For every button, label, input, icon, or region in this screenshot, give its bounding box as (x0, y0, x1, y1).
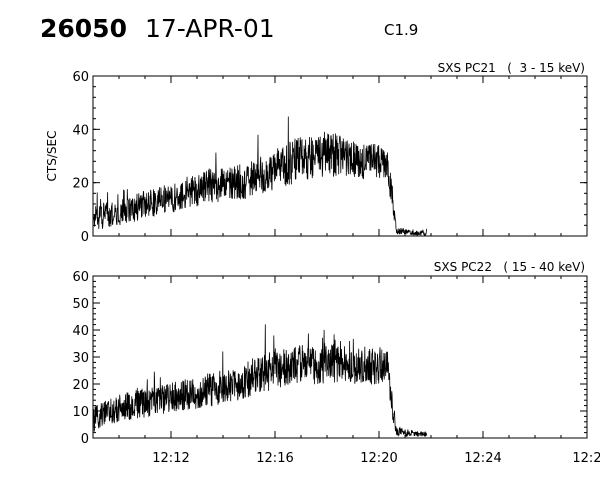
y-tick-label: 0 (81, 432, 89, 447)
panel-1: SXS PC21 ( 3 - 15 keV) CTS/SEC 0 20 40 60 (45, 61, 588, 245)
y-tick-label: 60 (72, 70, 89, 85)
flare-id: 26050 (40, 14, 127, 43)
y-tick-label: 20 (72, 378, 89, 393)
observation-date: 17-APR-01 (145, 14, 275, 43)
x-tick-label: 12:12 (152, 451, 189, 466)
y-tick-label: 0 (81, 230, 89, 245)
y-tick-label: 20 (72, 177, 89, 192)
y-tick-label: 50 (72, 297, 89, 312)
series-line (92, 116, 428, 237)
panel-title: SXS PC22 ( 15 - 40 keV) (434, 260, 585, 274)
panel-title: SXS PC21 ( 3 - 15 keV) (438, 61, 585, 75)
axes-frame (92, 75, 588, 237)
goes-class: C1.9 (384, 21, 419, 39)
series-line (92, 324, 428, 438)
x-tick-label: 12:2 (572, 451, 600, 466)
y-tick-label: 30 (72, 351, 89, 366)
y-tick-label: 10 (72, 405, 89, 420)
x-tick-label: 12:20 (360, 451, 397, 466)
x-tick-label: 12:16 (256, 451, 293, 466)
x-tick-label: 12:24 (464, 451, 501, 466)
y-tick-label: 40 (72, 324, 89, 339)
y-tick-label: 60 (72, 270, 89, 285)
y-axis-label: CTS/SEC (45, 131, 59, 182)
panel-2: SXS PC22 ( 15 - 40 keV) 0 10 20 30 40 50 60 12:1… (72, 260, 600, 466)
y-tick-label: 40 (72, 123, 89, 138)
